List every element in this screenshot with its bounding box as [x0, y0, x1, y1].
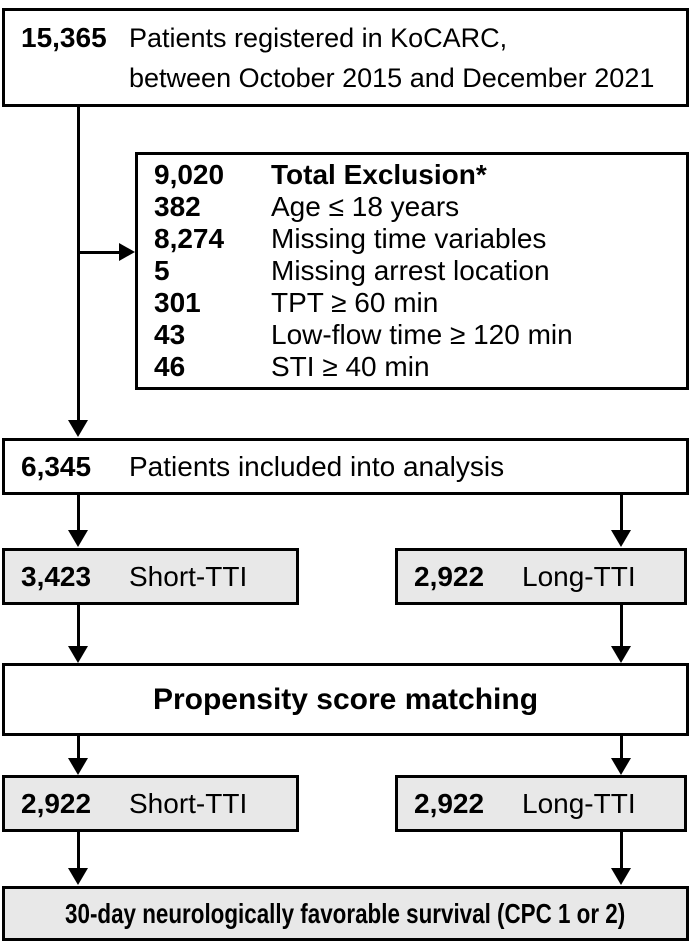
short-tti-matched-count: 2,922 — [21, 787, 92, 819]
arrow-down-icon — [68, 646, 88, 663]
exclusion-tpt-label: TPT ≥ 60 min — [271, 287, 439, 318]
box-long-tti-matched: 2,922 Long-TTI — [395, 775, 687, 832]
box-outcome: 30-day neurologically favorable survival… — [2, 886, 689, 941]
propensity-matching-label: Propensity score matching — [152, 682, 539, 716]
exclusion-total-label: Total Exclusion* — [271, 159, 487, 190]
exclusion-missing-location-label: Missing arrest location — [271, 255, 550, 286]
connector-long-to-matching — [620, 605, 623, 646]
box-included-patients: 6,345 Patients included into analysis — [2, 438, 689, 495]
exclusion-row-total: 9,020 Total Exclusion* — [138, 159, 686, 191]
box-propensity-matching: Propensity score matching — [2, 663, 689, 736]
exclusion-row-age: 382 Age ≤ 18 years — [138, 191, 686, 223]
box-long-tti-unmatched: 2,922 Long-TTI — [395, 548, 687, 605]
short-tti-unmatched-count: 3,423 — [21, 560, 92, 592]
exclusion-lowflow-label: Low-flow time ≥ 120 min — [271, 319, 573, 350]
outcome-label: 30-day neurologically favorable survival… — [65, 897, 626, 929]
connector-included-to-short — [77, 495, 80, 530]
box-short-tti-matched: 2,922 Short-TTI — [2, 775, 299, 832]
exclusion-row-missing-location: 5 Missing arrest location — [138, 255, 686, 287]
exclusion-row-missing-time: 8,274 Missing time variables — [138, 223, 686, 255]
long-tti-unmatched-count: 2,922 — [414, 560, 485, 592]
arrow-down-icon — [68, 530, 88, 547]
box-registered-patients: 15,365 Patients registered in KoCARC, be… — [2, 8, 689, 107]
exclusion-missing-time-label: Missing time variables — [271, 223, 547, 254]
exclusion-lowflow-count: 43 — [154, 319, 186, 350]
arrow-down-icon — [611, 868, 631, 885]
arrow-down-icon — [68, 420, 88, 437]
exclusion-age-label: Age ≤ 18 years — [271, 191, 460, 222]
connector-matching-to-short — [77, 736, 80, 758]
long-tti-matched-count: 2,922 — [414, 787, 485, 819]
long-tti-unmatched-label: Long-TTI — [522, 560, 636, 592]
box-exclusion: 9,020 Total Exclusion* 382 Age ≤ 18 year… — [135, 152, 689, 390]
exclusion-missing-location-count: 5 — [154, 255, 170, 286]
arrow-right-icon — [119, 243, 135, 261]
exclusion-age-count: 382 — [154, 191, 201, 222]
short-tti-matched-label: Short-TTI — [129, 787, 248, 819]
registered-count: 15,365 — [21, 22, 107, 53]
box-short-tti-unmatched: 3,423 Short-TTI — [2, 548, 299, 605]
connector-included-to-long — [620, 495, 623, 530]
arrow-down-icon — [611, 530, 631, 547]
connector-long-to-outcome — [620, 832, 623, 868]
exclusion-missing-time-count: 8,274 — [154, 223, 225, 254]
exclusion-sti-count: 46 — [154, 351, 186, 382]
exclusion-row-sti: 46 STI ≥ 40 min — [138, 351, 686, 383]
arrow-down-icon — [611, 646, 631, 663]
connector-short-to-matching — [77, 605, 80, 646]
exclusion-sti-label: STI ≥ 40 min — [271, 351, 430, 382]
registered-label-line1: Patients registered in KoCARC, — [129, 23, 508, 53]
registered-label: Patients registered in KoCARC, between O… — [129, 18, 654, 98]
exclusion-row-lowflow: 43 Low-flow time ≥ 120 min — [138, 319, 686, 351]
exclusion-tpt-count: 301 — [154, 287, 201, 318]
connector-to-exclusion — [80, 251, 119, 254]
registered-label-line2: between October 2015 and December 2021 — [129, 63, 655, 93]
arrow-down-icon — [68, 868, 88, 885]
arrow-down-icon — [68, 758, 88, 775]
long-tti-matched-label: Long-TTI — [522, 787, 636, 819]
connector-short-to-outcome — [77, 832, 80, 868]
exclusion-row-tpt: 301 TPT ≥ 60 min — [138, 287, 686, 319]
short-tti-unmatched-label: Short-TTI — [129, 560, 248, 592]
arrow-down-icon — [611, 758, 631, 775]
included-count: 6,345 — [21, 450, 92, 482]
included-label: Patients included into analysis — [129, 450, 505, 482]
connector-matching-to-long — [620, 736, 623, 758]
exclusion-total-count: 9,020 — [154, 159, 225, 190]
connector-registered-to-included — [77, 107, 80, 420]
